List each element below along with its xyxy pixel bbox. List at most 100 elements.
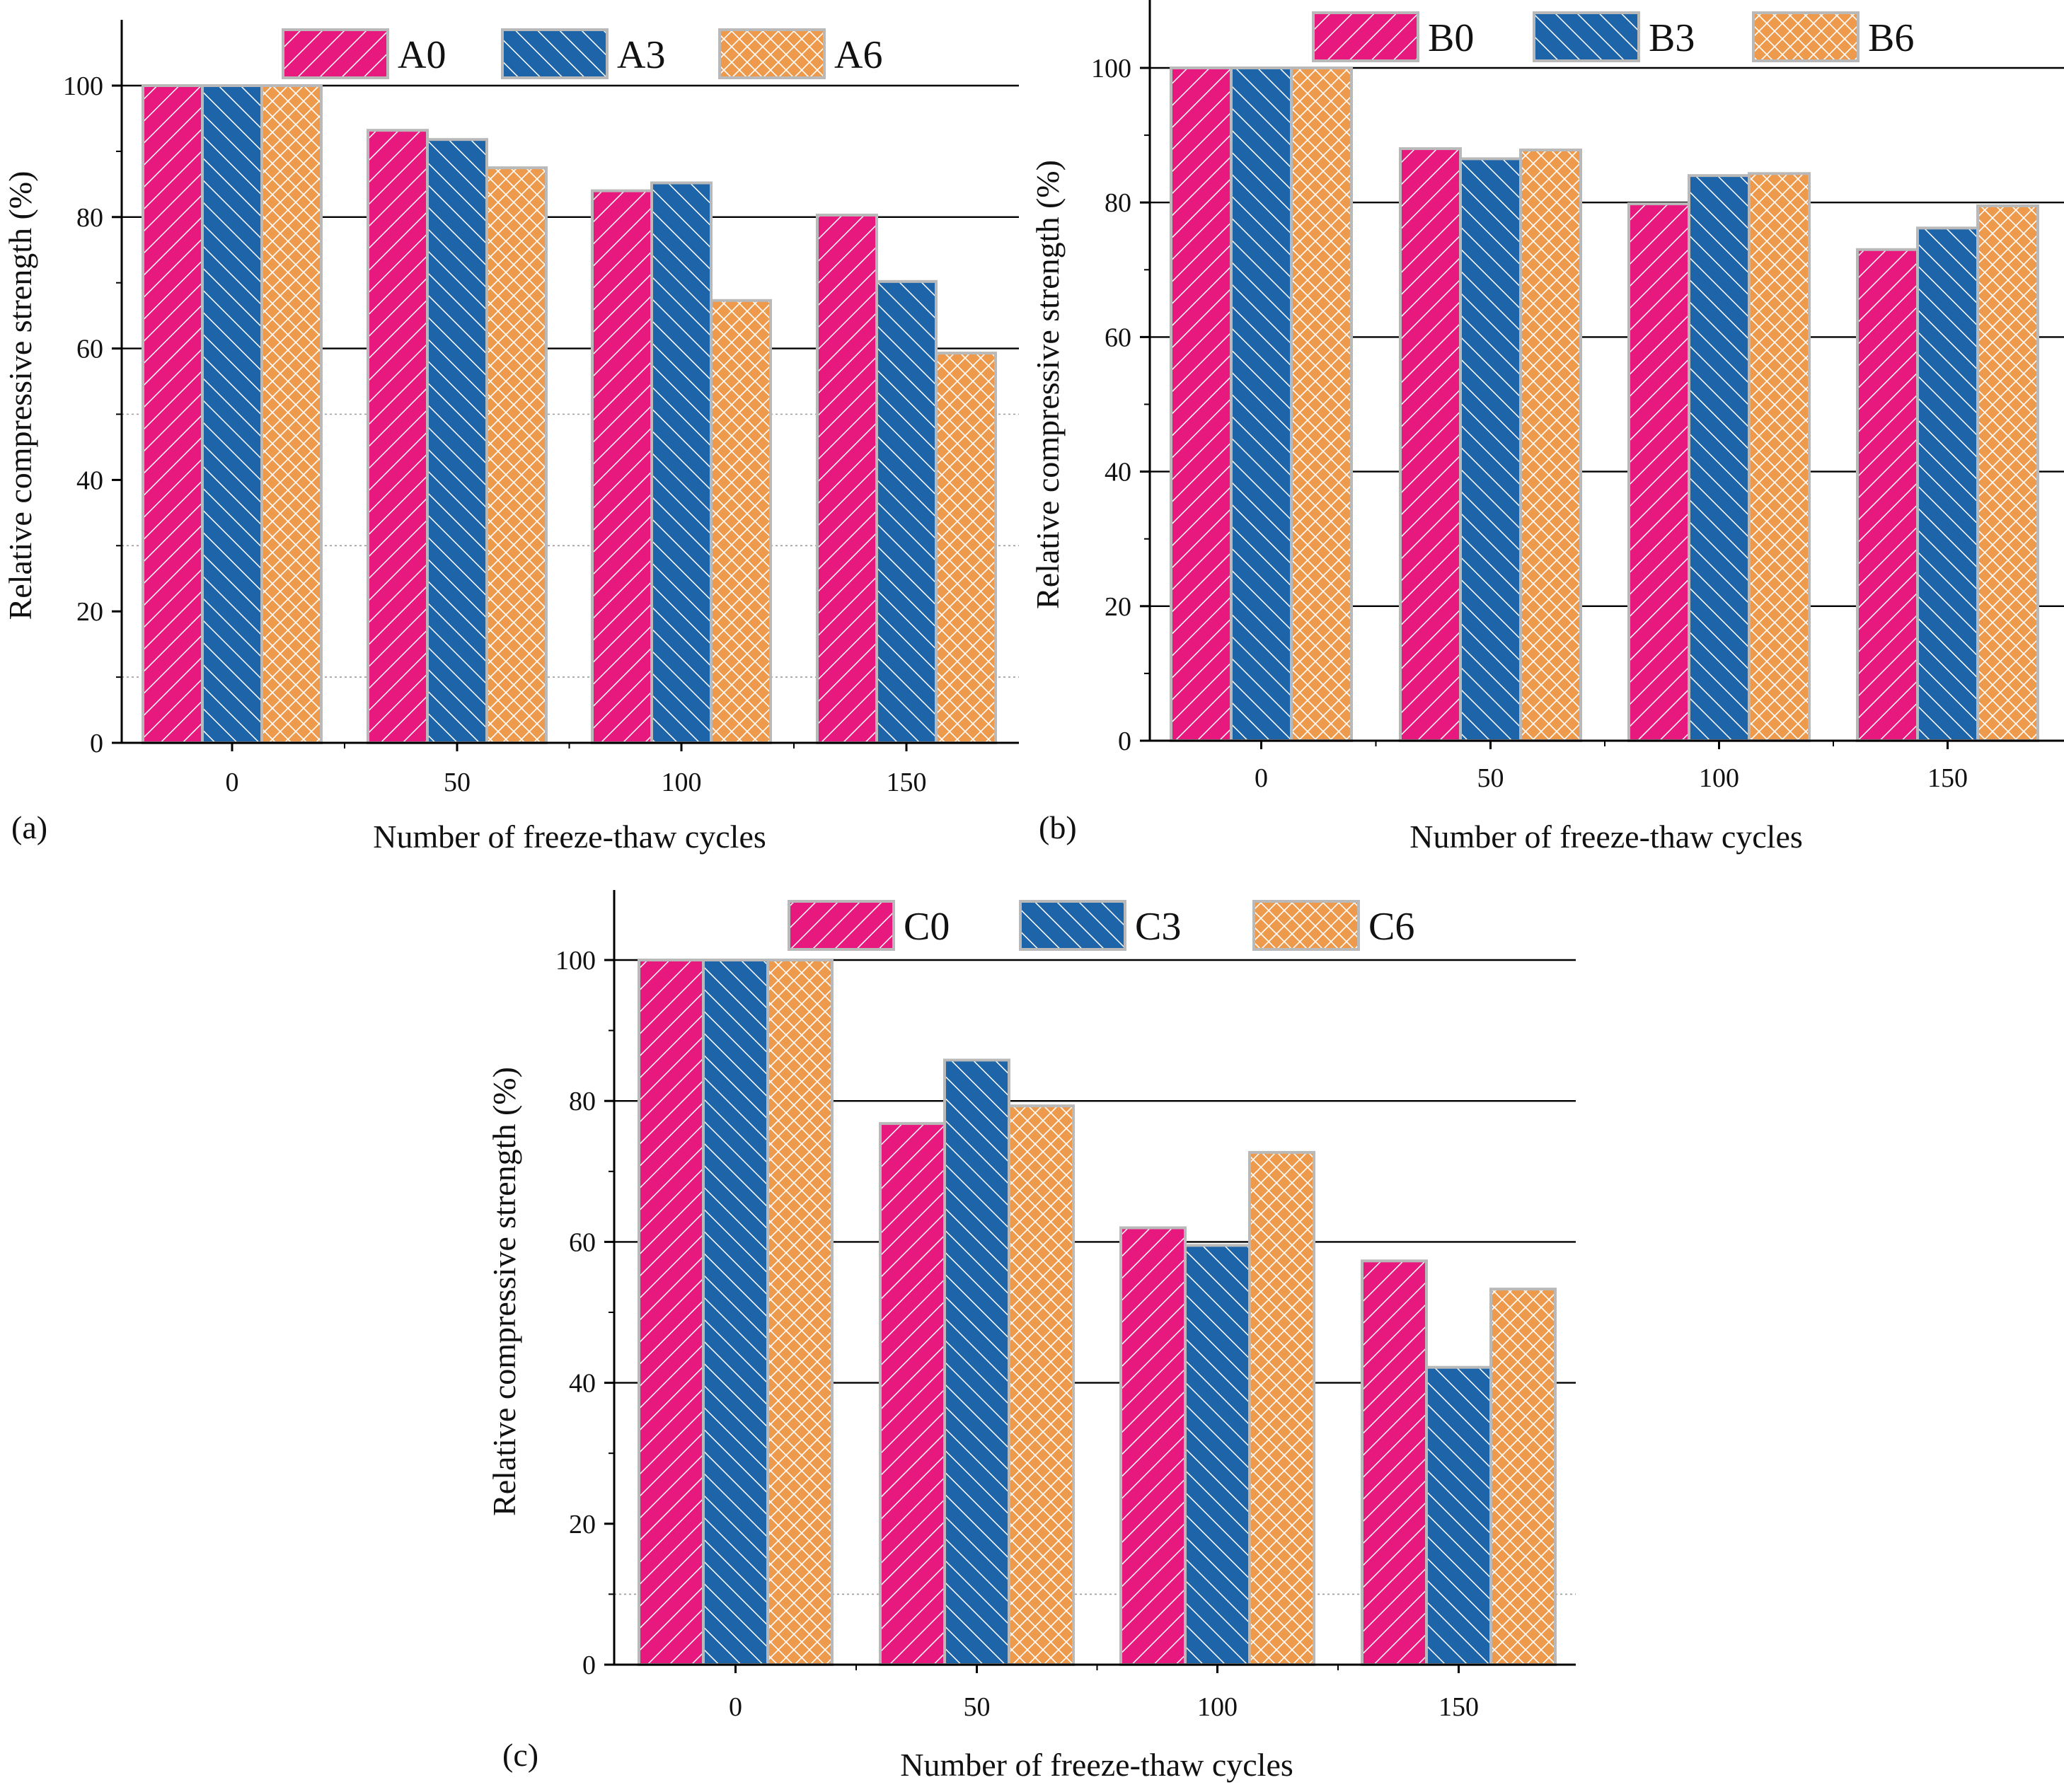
- panel-a-bar-A0-150: [816, 214, 878, 744]
- panel-b-x-tick-label-0: 0: [1255, 763, 1268, 793]
- panel-c-bars: [638, 959, 1557, 1666]
- panel-b-bar-B6-100: [1748, 172, 1811, 742]
- panel-a-bar-A3-100: [650, 181, 713, 744]
- panel-c-axes: [613, 890, 1576, 1666]
- panel-b-chart: 0 20 40 60 80 100 0 50 100 150 Relative compressi…: [1030, 0, 2064, 855]
- panel-a-label: (a): [11, 809, 47, 845]
- panel-b-bar-B6-150: [1976, 204, 2039, 742]
- panel-b-x-tick-label-100: 100: [1699, 763, 1739, 793]
- panel-b-legend: B0 B3 B6: [1312, 11, 1914, 62]
- panel-b-bar-B6-0: [1290, 67, 1353, 742]
- panel-c-y-tick-label-60: 60: [569, 1227, 596, 1257]
- panel-b-y-tick-label-100: 100: [1091, 54, 1131, 83]
- panel-b-bars: [1170, 67, 2039, 743]
- panel-a-y-axis-title: Relative compressive strength (%): [2, 171, 38, 620]
- panel-b-bar-B3-0: [1230, 67, 1293, 742]
- panel-c-y-tick-label-40: 40: [569, 1369, 596, 1399]
- panel-c-bar-C6-100: [1248, 1150, 1315, 1666]
- panel-c-y-tick-label-0: 0: [582, 1651, 596, 1680]
- panel-c-bar-C0-100: [1119, 1226, 1187, 1666]
- panel-b-bar-B0-0: [1170, 67, 1233, 742]
- panel-c-y-axis-title: Relative compressive strength (%): [486, 1067, 522, 1516]
- panel-c-bar-C3-50: [943, 1058, 1010, 1666]
- panel-b-ticks: 0 20 40 60 80 100 0 50 100 150: [1091, 54, 1968, 793]
- panel-a-y-tick-label-100: 100: [63, 71, 103, 101]
- panel-c-ticks: 0 20 40 60 80 100 0 50 100 150: [555, 946, 1479, 1722]
- panel-b-legend-label-B0: B0: [1428, 16, 1474, 60]
- panel-b-x-tick-label-50: 50: [1477, 763, 1504, 793]
- panel-c-legend-label-C6: C6: [1368, 905, 1414, 949]
- panel-c-y-tick-label-20: 20: [569, 1510, 596, 1539]
- panel-b-bar-B0-150: [1856, 248, 1919, 742]
- panel-c-y-tick-label-80: 80: [569, 1087, 596, 1116]
- panel-b-bar-B0-100: [1627, 202, 1690, 742]
- panel-c-label: (c): [502, 1737, 538, 1773]
- panel-a-y-tick-label-20: 20: [76, 597, 103, 627]
- panel-a-x-tick-label-50: 50: [444, 768, 471, 797]
- panel-b-x-axis-title: Number of freeze-thaw cycles: [1409, 819, 1803, 855]
- panel-c-x-tick-label-150: 150: [1439, 1692, 1479, 1722]
- panel-c-x-axis-title: Number of freeze-thaw cycles: [900, 1747, 1293, 1783]
- panel-a-bar-A6-0: [260, 84, 323, 744]
- panel-b-legend-swatch-B3: [1533, 11, 1640, 62]
- panel-b-x-tick-label-150: 150: [1927, 763, 1968, 793]
- panel-b-y-tick-label-80: 80: [1105, 188, 1131, 218]
- panel-a-x-axis-title: Number of freeze-thaw cycles: [373, 819, 766, 855]
- panel-b-label: (b): [1039, 809, 1077, 845]
- panel-c-x-tick-label-100: 100: [1197, 1692, 1238, 1722]
- panel-c-legend-swatch-C6: [1252, 900, 1360, 951]
- panel-a-legend: A0 A3 A6: [282, 28, 882, 79]
- panel-b-y-axis-title: Relative compressive strength (%): [1030, 160, 1066, 609]
- panel-b-legend-swatch-B6: [1752, 11, 1860, 62]
- panel-a-axes: [120, 20, 1019, 744]
- panel-a-legend-swatch-A6: [718, 28, 826, 79]
- panel-b-legend-label-B6: B6: [1868, 16, 1914, 60]
- panel-b-legend-label-B3: B3: [1649, 16, 1695, 60]
- panel-a-y-tick-label-60: 60: [76, 335, 103, 364]
- panel-c-bar-C6-150: [1489, 1288, 1557, 1666]
- panel-a-bar-A6-150: [935, 352, 997, 744]
- panel-b-y-tick-label-60: 60: [1105, 323, 1131, 352]
- panel-a-legend-label-A3: A3: [617, 33, 665, 77]
- panel-a-bar-A0-100: [591, 189, 653, 744]
- panel-a-bar-A3-0: [201, 84, 263, 744]
- panel-a-y-tick-label-40: 40: [76, 466, 103, 495]
- panel-a-x-tick-label-0: 0: [226, 768, 239, 797]
- panel-a-bar-A6-50: [485, 166, 548, 744]
- panel-a-bar-A3-50: [426, 138, 488, 745]
- panel-c-x-tick-label-50: 50: [964, 1692, 991, 1722]
- panel-a-legend-label-A0: A0: [398, 33, 446, 77]
- panel-c-bar-C3-0: [702, 959, 769, 1666]
- panel-c-legend: C0 C3 C6: [788, 900, 1414, 951]
- panel-a-y-tick-label-0: 0: [90, 729, 103, 758]
- panel-c-y-tick-label-100: 100: [555, 946, 596, 976]
- panel-a-bar-A0-50: [367, 129, 429, 744]
- panel-a-bar-A3-150: [875, 279, 938, 745]
- panel-c-bar-C0-0: [638, 959, 705, 1666]
- panel-c-bar-C0-50: [879, 1122, 946, 1666]
- panel-a-bar-A6-100: [710, 299, 772, 744]
- panel-a-legend-swatch-A3: [501, 28, 609, 79]
- panel-c-bar-C0-150: [1361, 1259, 1428, 1666]
- panel-b-bar-B3-100: [1688, 174, 1751, 743]
- panel-b-y-tick-label-20: 20: [1105, 592, 1131, 622]
- panel-a-ticks: 0 20 40 60 80 100 0 50 100 150: [63, 71, 927, 797]
- panel-c-bar-C3-100: [1184, 1244, 1251, 1666]
- panel-a-legend-swatch-A0: [282, 28, 389, 79]
- panel-a-x-tick-label-150: 150: [887, 768, 927, 797]
- panel-c-x-tick-label-0: 0: [729, 1692, 742, 1722]
- panel-a-y-tick-label-80: 80: [76, 203, 103, 233]
- panel-a-chart: 0 20 40 60 80 100 0 50 100 150 Relative compressi…: [2, 20, 1019, 855]
- panel-b-bar-B6-50: [1519, 149, 1582, 743]
- panel-c-legend-swatch-C3: [1019, 900, 1126, 951]
- panel-b-legend-swatch-B0: [1312, 11, 1419, 62]
- panel-c-bar-C3-150: [1425, 1365, 1492, 1666]
- panel-b-y-tick-label-0: 0: [1118, 727, 1131, 756]
- panel-a-legend-label-A6: A6: [834, 33, 882, 77]
- panel-c-chart: 0 20 40 60 80 100 0 50 100 150 Relative compressi…: [486, 890, 1576, 1783]
- panel-b-y-tick-label-40: 40: [1105, 458, 1131, 487]
- panel-c-legend-label-C0: C0: [904, 905, 950, 949]
- panel-c-bar-C6-0: [766, 959, 834, 1666]
- panel-c-bar-C6-50: [1008, 1104, 1075, 1666]
